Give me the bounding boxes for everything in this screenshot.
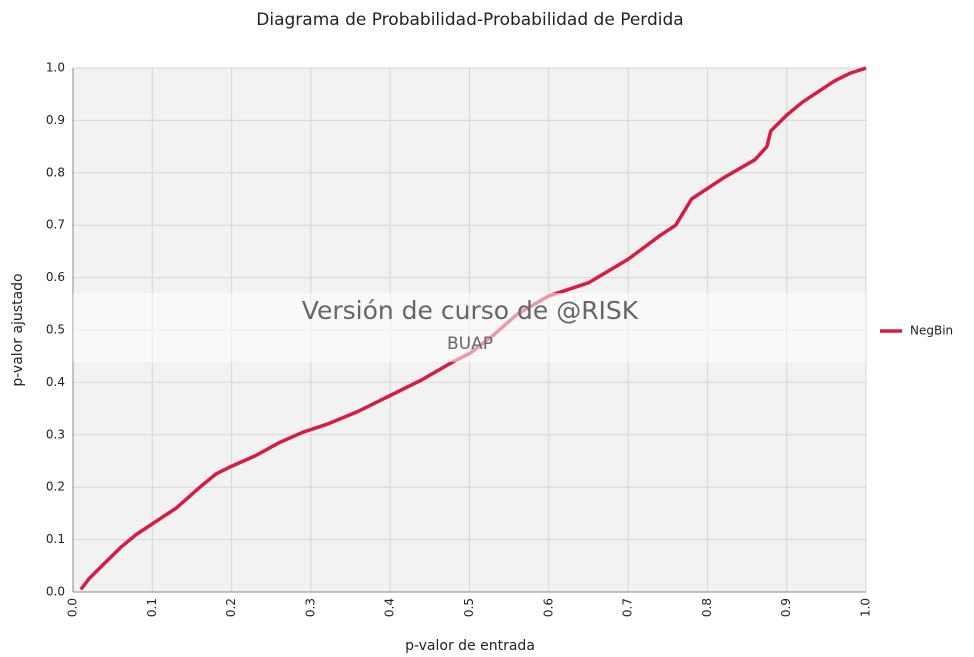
x-tick-label: 0.5: [462, 598, 476, 617]
watermark-band: [73, 293, 866, 362]
y-tick-label: 0.2: [46, 480, 65, 494]
y-tick-label: 0.4: [46, 375, 65, 389]
x-tick-label: 0.7: [621, 598, 635, 617]
x-tick-label: 0.9: [779, 598, 793, 617]
x-tick-label: 0.1: [145, 598, 159, 617]
x-tick-label: 0.4: [383, 598, 397, 617]
y-tick-label: 0.1: [46, 532, 65, 546]
x-tick-label: 1.0: [859, 598, 873, 617]
y-tick-label: 0.9: [46, 113, 65, 127]
x-tick-label: 0.8: [700, 598, 714, 617]
y-axis-title: p-valor ajustado: [10, 273, 26, 386]
y-tick-label: 0.5: [46, 323, 65, 337]
y-tick-label: 0.0: [46, 585, 65, 599]
x-tick-label: 0.6: [541, 598, 555, 617]
chart-title: Diagrama de Probabilidad-Probabilidad de…: [256, 10, 683, 30]
y-tick-label: 0.6: [46, 270, 65, 284]
y-tick-label: 0.8: [46, 165, 65, 179]
x-tick-label: 0.2: [224, 598, 238, 617]
x-tick-label: 0.0: [66, 598, 80, 617]
legend-label: NegBin: [910, 324, 953, 338]
watermark: Versión de curso de @RISK: [302, 296, 639, 325]
y-tick-label: 0.7: [46, 218, 65, 232]
y-tick-label: 0.3: [46, 427, 65, 441]
y-tick-label: 1.0: [46, 61, 65, 75]
x-axis-title: p-valor de entrada: [405, 638, 535, 654]
x-tick-label: 0.3: [303, 598, 317, 617]
watermark-sub: BUAP: [447, 334, 493, 354]
